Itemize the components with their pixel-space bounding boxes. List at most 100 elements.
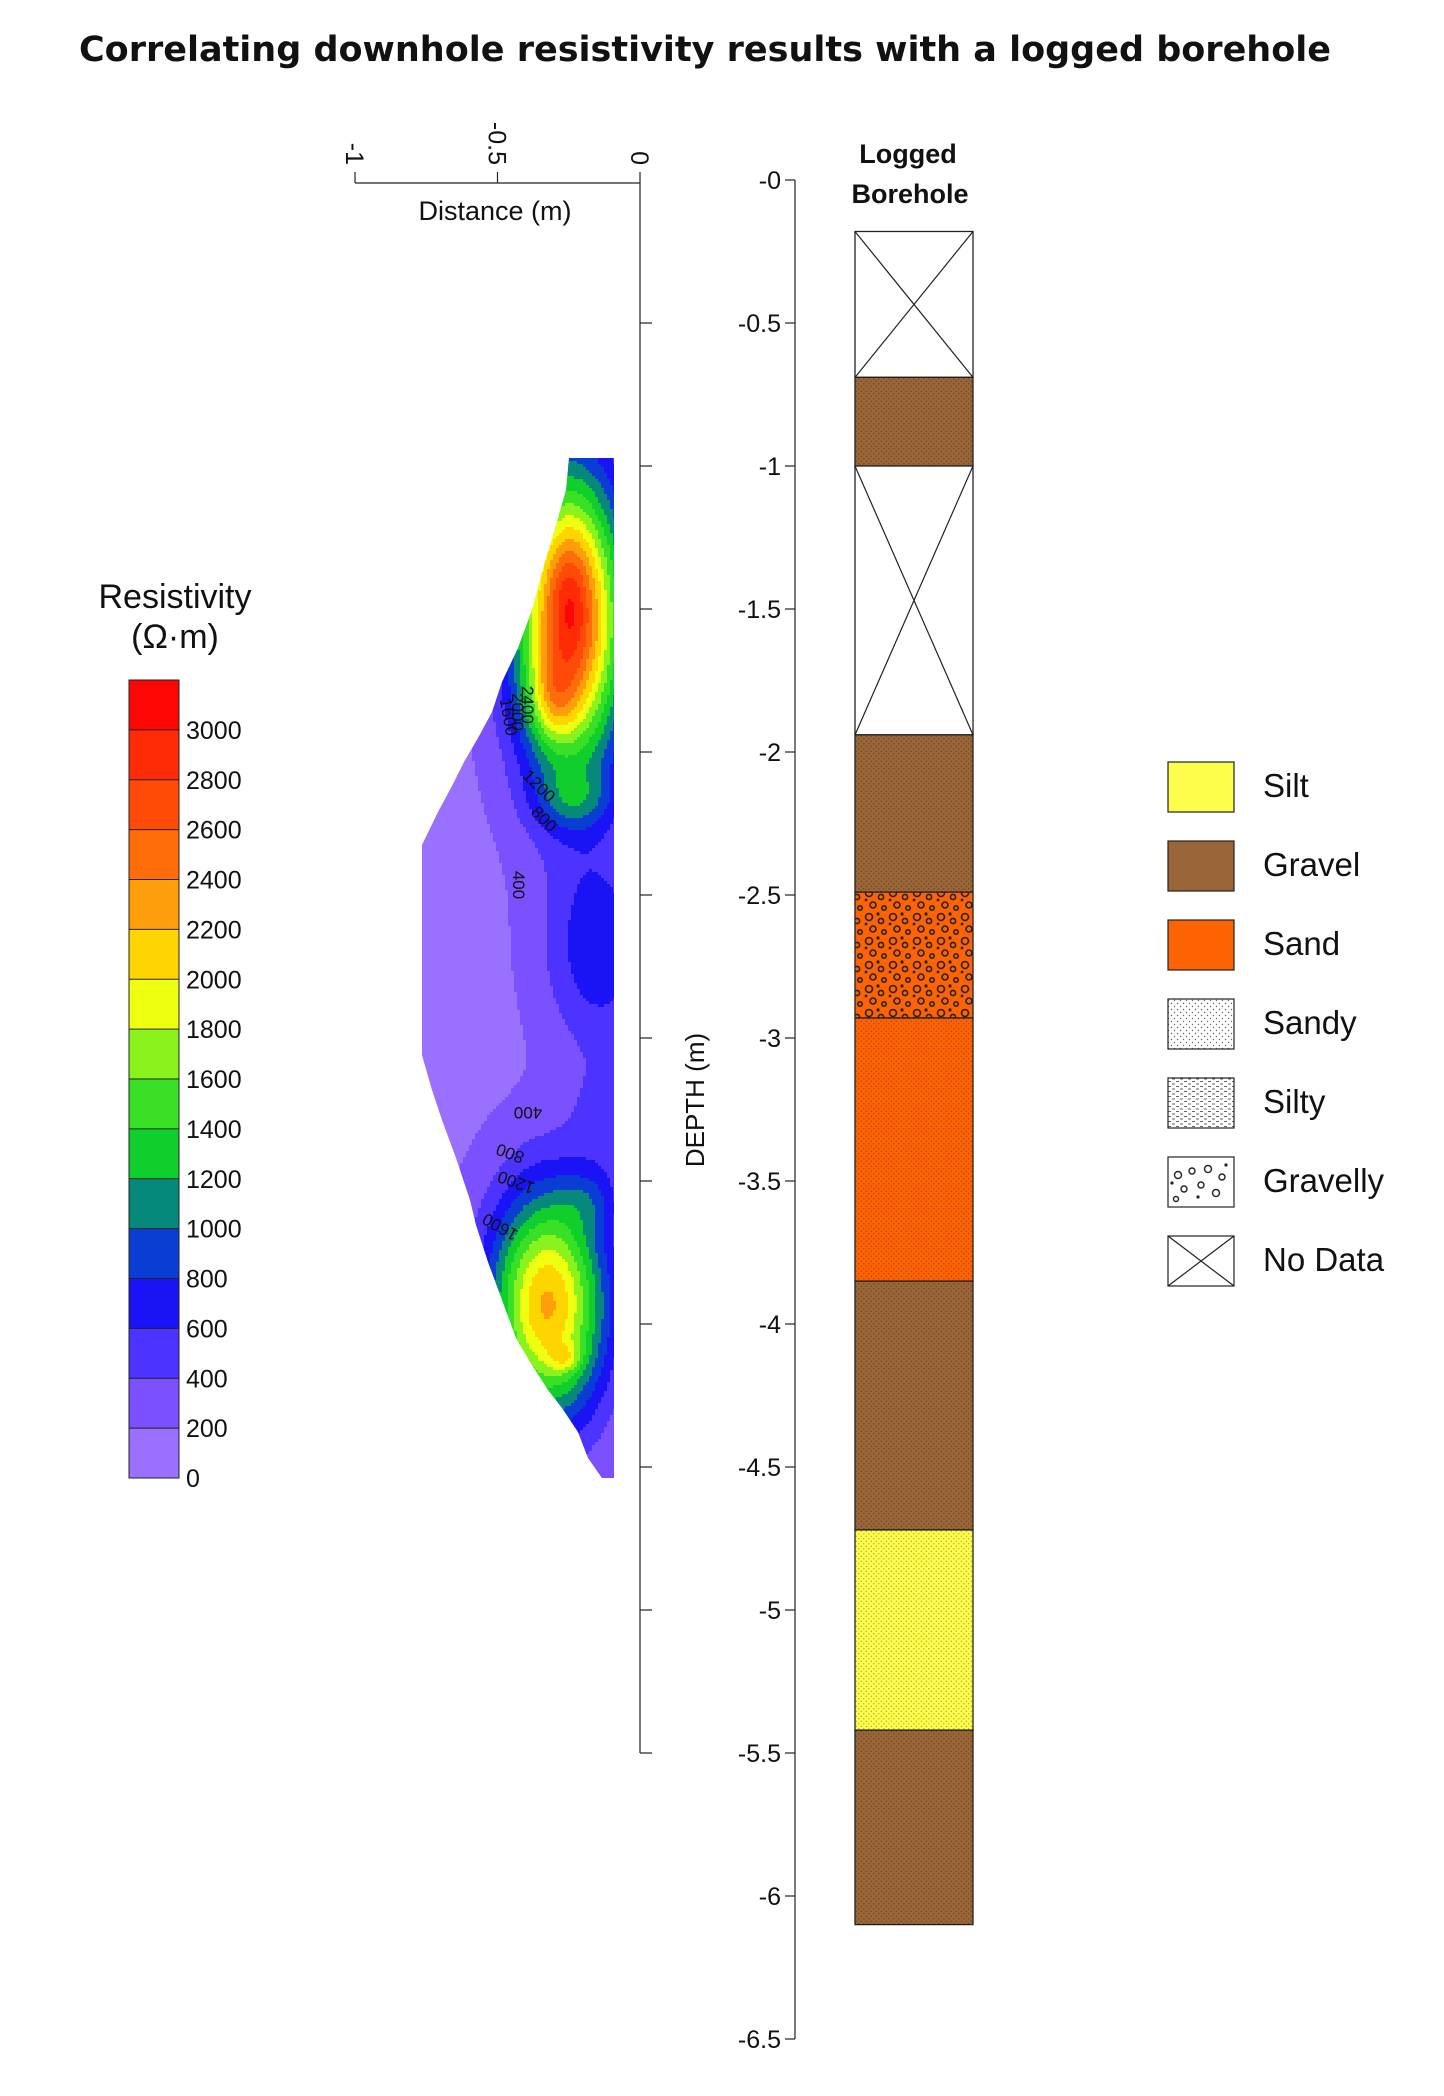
resistivity-cell <box>562 494 566 498</box>
resistivity-cell <box>433 536 437 540</box>
resistivity-cell <box>511 620 515 624</box>
resistivity-cell <box>574 626 578 630</box>
resistivity-cell <box>517 611 521 615</box>
resistivity-cell <box>484 479 488 483</box>
resistivity-cell <box>565 641 569 645</box>
resistivity-cell <box>535 608 539 612</box>
resistivity-cell <box>523 635 527 639</box>
resistivity-cell <box>499 617 503 621</box>
resistivity-cell <box>544 662 548 666</box>
resistivity-cell <box>529 665 533 669</box>
resistivity-cell <box>418 512 421 515</box>
resistivity-cell <box>463 593 467 597</box>
resistivity-cell <box>550 479 554 483</box>
resistivity-cell <box>499 590 503 594</box>
resistivity-cell <box>442 461 446 465</box>
resistivity-cell <box>595 506 599 510</box>
resistivity-cell <box>451 641 455 645</box>
resistivity-cell <box>559 506 563 510</box>
resistivity-cell <box>547 563 551 567</box>
resistivity-cell <box>427 500 431 504</box>
resistivity-cell <box>496 575 500 579</box>
resistivity-cell <box>502 506 506 510</box>
resistivity-cell <box>433 614 437 618</box>
resistivity-cell <box>601 539 605 543</box>
resistivity-cell <box>562 521 566 525</box>
resistivity-cell <box>424 590 428 594</box>
resistivity-cell <box>538 494 542 498</box>
resistivity-cell <box>559 578 563 582</box>
resistivity-cell <box>487 665 491 669</box>
resistivity-cell <box>544 461 548 465</box>
resistivity-cell <box>592 518 596 522</box>
resistivity-cell <box>490 551 494 555</box>
resistivity-cell <box>550 542 554 546</box>
resistivity-cell <box>511 476 515 480</box>
resistivity-cell <box>466 572 470 576</box>
resistivity-cell <box>520 602 524 606</box>
resistivity-cell <box>493 464 497 468</box>
resistivity-cell <box>418 677 421 680</box>
resistivity-cell <box>610 620 614 624</box>
resistivity-cell <box>613 539 614 543</box>
resistivity-cell <box>418 473 421 476</box>
resistivity-cell <box>466 638 470 642</box>
resistivity-cell <box>478 467 482 471</box>
resistivity-cell <box>592 677 596 681</box>
resistivity-cell <box>598 677 602 681</box>
resistivity-cell <box>580 593 584 597</box>
resistivity-cell <box>574 617 578 621</box>
resistivity-cell <box>562 485 566 489</box>
resistivity-cell <box>502 497 506 501</box>
resistivity-cell <box>565 632 569 636</box>
resistivity-cell <box>502 467 506 471</box>
resistivity-cell <box>562 599 566 603</box>
resistivity-cell <box>547 674 551 678</box>
resistivity-cell <box>604 656 608 660</box>
resistivity-cell <box>538 518 542 522</box>
resistivity-cell <box>484 644 488 648</box>
resistivity-cell <box>586 638 590 642</box>
resistivity-cell <box>586 548 590 552</box>
resistivity-cell <box>565 563 569 567</box>
resistivity-cell <box>484 632 488 636</box>
resistivity-cell <box>442 584 446 588</box>
resistivity-cell <box>538 581 542 585</box>
resistivity-cell <box>442 530 446 534</box>
resistivity-cell <box>475 596 479 600</box>
resistivity-cell <box>469 554 473 558</box>
resistivity-cell <box>592 578 596 582</box>
resistivity-cell <box>592 593 596 597</box>
resistivity-cell <box>493 578 497 582</box>
resistivity-cell <box>538 629 542 633</box>
resistivity-cell <box>472 566 476 570</box>
resistivity-cell <box>463 590 467 594</box>
resistivity-cell <box>589 599 593 603</box>
resistivity-cell <box>436 644 440 648</box>
resistivity-cell <box>478 473 482 477</box>
resistivity-cell <box>514 533 518 537</box>
resistivity-cell <box>418 623 421 626</box>
resistivity-cell <box>496 608 500 612</box>
resistivity-cell <box>460 536 464 540</box>
resistivity-cell <box>499 539 503 543</box>
resistivity-cell <box>481 491 485 495</box>
resistivity-cell <box>490 488 494 492</box>
resistivity-cell <box>550 641 554 645</box>
resistivity-cell <box>568 515 572 519</box>
resistivity-cell <box>568 500 572 504</box>
resistivity-cell <box>586 641 590 645</box>
resistivity-cell <box>520 509 524 513</box>
resistivity-cell <box>517 575 521 579</box>
resistivity-cell <box>595 491 599 495</box>
resistivity-cell <box>469 632 473 636</box>
resistivity-cell <box>556 575 560 579</box>
resistivity-cell <box>559 500 563 504</box>
resistivity-cell <box>466 635 470 639</box>
resistivity-cell <box>469 527 473 531</box>
resistivity-cell <box>562 515 566 519</box>
resistivity-cell <box>466 656 470 660</box>
resistivity-cell <box>553 641 557 645</box>
resistivity-cell <box>514 668 518 672</box>
